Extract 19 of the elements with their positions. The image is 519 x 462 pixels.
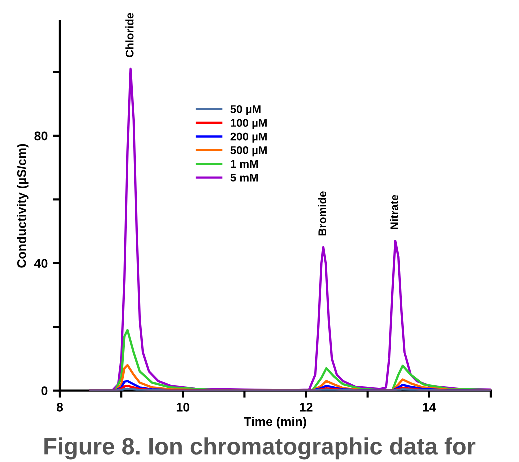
legend-label: 50 µM	[230, 105, 261, 116]
y-tick-label: 0	[42, 386, 48, 396]
y-axis-title: Conductivity (µS/cm)	[17, 144, 29, 268]
legend-label: 1 mM	[231, 160, 258, 168]
legend-label: 200 µM	[230, 132, 267, 143]
annotation: Bromide	[318, 192, 326, 236]
x-tick-label: 10	[176, 402, 190, 412]
legend-label: 500 µM	[230, 146, 267, 157]
x-tick-label: 12	[300, 402, 313, 412]
y-tick-label: 80	[34, 132, 48, 141]
caption: Figure 8. Ion chromatographic data for	[44, 438, 476, 460]
annotation: Chloride	[126, 13, 134, 58]
x-tick-label: 8	[56, 402, 64, 412]
x-tick-label: 14	[423, 403, 436, 412]
x-axis-title: Time (min)	[244, 417, 306, 429]
annotation: Nitrate	[390, 195, 399, 230]
legend-label: 5 mM	[230, 174, 258, 182]
legend-label: 100 µM	[231, 119, 267, 130]
y-tick-label: 40	[34, 259, 48, 268]
